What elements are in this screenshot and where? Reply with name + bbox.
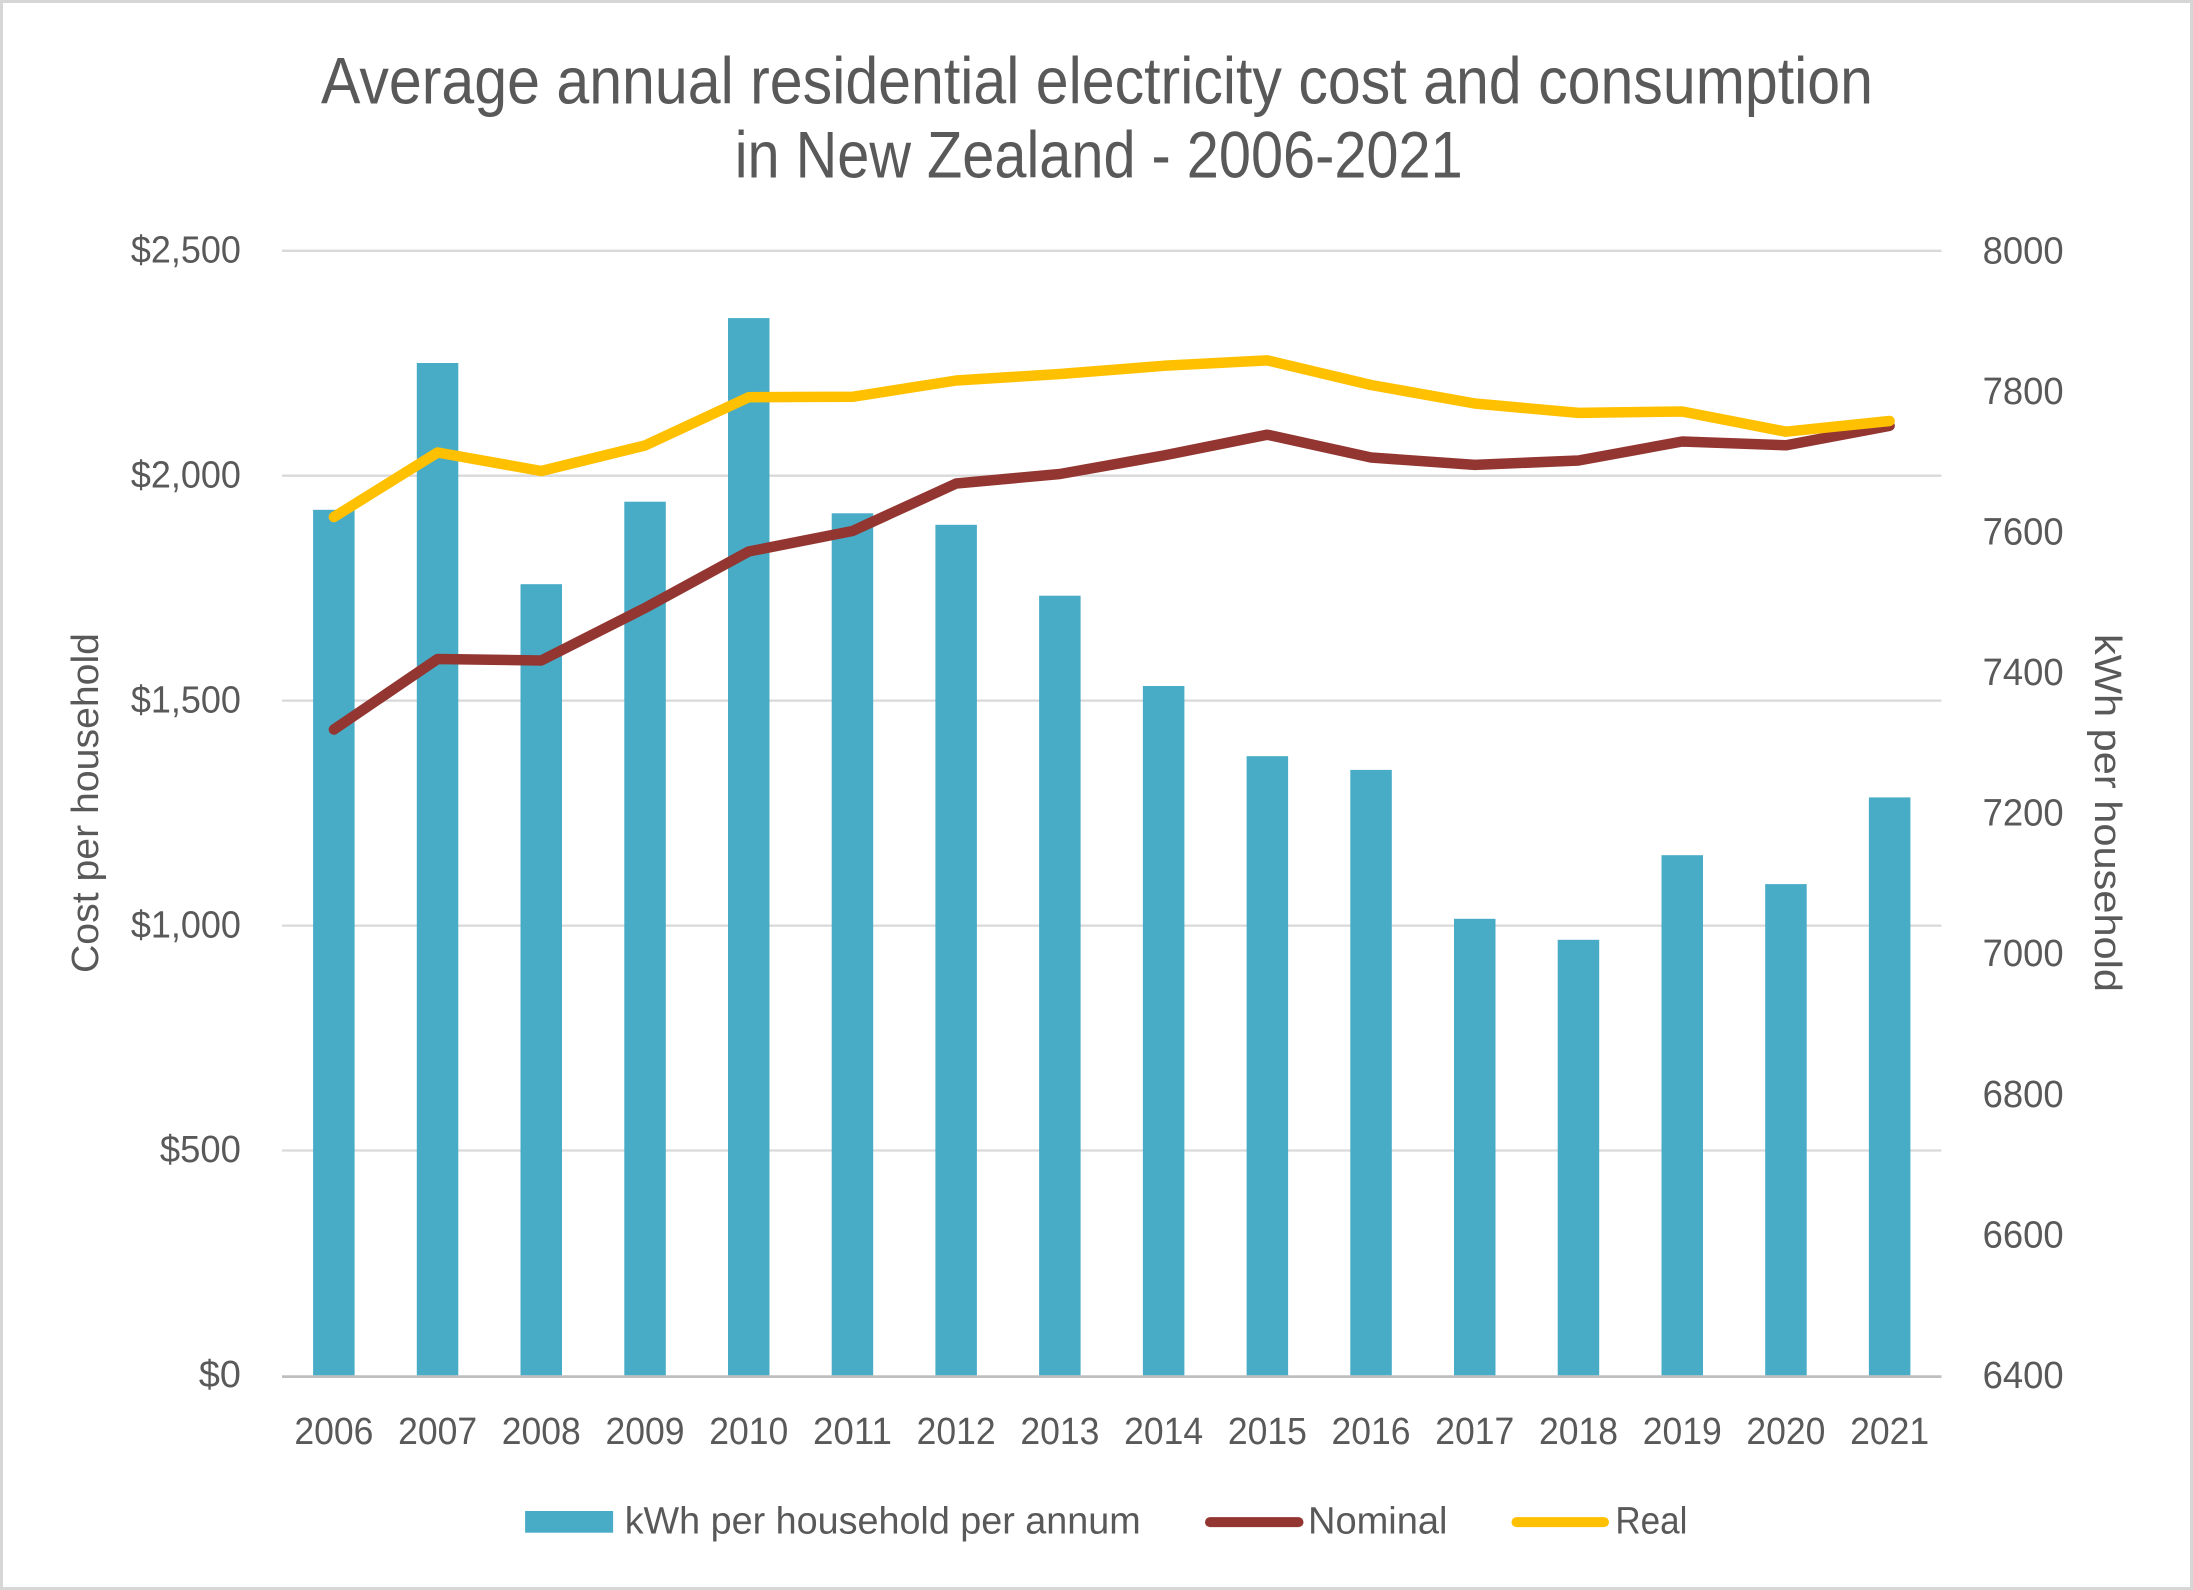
svg-text:7000: 7000 (1983, 933, 2064, 975)
svg-text:6800: 6800 (1983, 1074, 2064, 1116)
svg-text:2021: 2021 (1850, 1411, 1929, 1453)
svg-text:2007: 2007 (398, 1411, 477, 1453)
svg-text:2012: 2012 (917, 1411, 996, 1453)
svg-text:$500: $500 (160, 1129, 241, 1171)
svg-text:Real: Real (1615, 1501, 1687, 1543)
svg-text:7400: 7400 (1983, 652, 2064, 694)
svg-text:2014: 2014 (1124, 1411, 1203, 1453)
svg-text:2010: 2010 (709, 1411, 788, 1453)
svg-text:2006: 2006 (294, 1411, 373, 1453)
svg-text:2009: 2009 (606, 1411, 685, 1453)
svg-text:8000: 8000 (1983, 230, 2064, 272)
svg-text:2008: 2008 (502, 1411, 581, 1453)
svg-text:2020: 2020 (1746, 1411, 1825, 1453)
svg-text:$2,500: $2,500 (131, 230, 241, 272)
svg-text:Average annual residential ele: Average annual residential electricity c… (321, 44, 1873, 118)
svg-text:2019: 2019 (1643, 1411, 1722, 1453)
svg-text:2017: 2017 (1435, 1411, 1514, 1453)
svg-text:$1,500: $1,500 (131, 679, 241, 721)
svg-text:2016: 2016 (1332, 1411, 1411, 1453)
svg-text:2015: 2015 (1228, 1411, 1307, 1453)
svg-text:6400: 6400 (1983, 1355, 2064, 1397)
svg-text:7200: 7200 (1983, 793, 2064, 835)
svg-text:7800: 7800 (1983, 371, 2064, 413)
svg-text:kWh per household per annum: kWh per household per annum (625, 1501, 1141, 1543)
svg-text:Cost per household: Cost per household (65, 633, 107, 973)
svg-text:6600: 6600 (1983, 1214, 2064, 1256)
svg-text:$2,000: $2,000 (131, 454, 241, 496)
svg-text:$1,000: $1,000 (131, 904, 241, 946)
svg-text:2018: 2018 (1539, 1411, 1618, 1453)
svg-text:2013: 2013 (1020, 1411, 1099, 1453)
svg-text:in New Zealand - 2006-2021: in New Zealand - 2006-2021 (735, 117, 1463, 191)
svg-text:7600: 7600 (1983, 511, 2064, 553)
svg-text:Nominal: Nominal (1308, 1501, 1448, 1543)
svg-text:kWh per household: kWh per household (2086, 634, 2128, 992)
svg-text:2011: 2011 (813, 1411, 892, 1453)
svg-text:$0: $0 (199, 1354, 241, 1396)
